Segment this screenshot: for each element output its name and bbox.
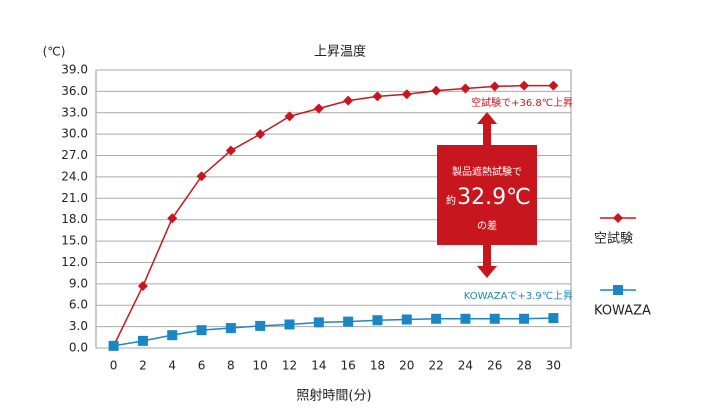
y-tick-label: 24.0 [61, 169, 88, 183]
point [372, 315, 383, 326]
point [431, 313, 442, 324]
x-tick-label: 30 [546, 359, 561, 373]
x-tick-label: 6 [198, 359, 206, 373]
point [167, 330, 178, 341]
y-tick-label: 33.0 [61, 105, 88, 119]
y-tick-label: 39.0 [61, 63, 88, 77]
chart-title: 上昇温度 [314, 44, 366, 60]
series-line [112, 84, 554, 347]
point [196, 171, 207, 182]
point [548, 80, 559, 91]
y-tick-label: 0.0 [69, 341, 88, 355]
x-tick-label: 18 [370, 359, 385, 373]
x-tick-label: 8 [227, 359, 235, 373]
x-tick-label: 26 [487, 359, 502, 373]
x-tick-label: 22 [428, 359, 443, 373]
point [225, 323, 236, 334]
legend-label: KOWAZA [594, 304, 651, 319]
annotation: 製品遮熱試験で 約 32.9℃ の差 空試験で+36.8℃上昇 KOWAZAで+… [437, 96, 573, 302]
x-tick-label: 0 [110, 359, 118, 373]
y-tick-label: 27.0 [61, 148, 88, 162]
annotation-text: KOWAZAで+3.9℃上昇 [464, 290, 573, 302]
box-text: 製品遮熱試験で [452, 165, 522, 178]
point [489, 81, 500, 92]
y-tick-label: 3.0 [69, 319, 88, 333]
point [255, 320, 266, 331]
point [372, 91, 383, 102]
point [343, 316, 354, 327]
point [313, 103, 324, 114]
point [343, 95, 354, 106]
point [460, 83, 471, 94]
point [225, 145, 236, 156]
arrow-up [477, 112, 497, 145]
point [255, 129, 266, 140]
x-tick-label: 10 [253, 359, 268, 373]
x-axis-label: 照射時間(分) [296, 388, 371, 404]
point [519, 313, 530, 324]
x-tick-label: 4 [168, 359, 176, 373]
point [137, 280, 148, 291]
y-tick-label: 9.0 [69, 276, 88, 290]
annotation-text: 空試験で+36.8℃上昇 [471, 96, 573, 109]
x-tick-label: 2 [139, 359, 147, 373]
box-text: 約 [446, 194, 456, 207]
y-tick-label: 15.0 [61, 234, 88, 248]
point [519, 80, 530, 91]
point [196, 325, 207, 336]
point [167, 213, 178, 224]
point [284, 111, 295, 122]
series-line [113, 317, 554, 347]
x-tick-label: 20 [399, 359, 414, 373]
legend-marker [613, 285, 623, 295]
point [489, 313, 500, 324]
y-tick-label: 21.0 [61, 191, 88, 205]
point [284, 319, 295, 330]
box-value: 32.9℃ [457, 185, 531, 210]
legend-label: 空試験 [594, 231, 633, 247]
difference-box [437, 145, 537, 245]
point [431, 85, 442, 96]
x-tick-label: 16 [341, 359, 356, 373]
y-tick-label: 36.0 [61, 84, 88, 98]
y-unit: (℃) [43, 45, 66, 59]
legend-marker [613, 213, 623, 223]
point [137, 335, 148, 346]
point [108, 340, 119, 351]
y-tick-label: 6.0 [69, 298, 88, 312]
point [401, 314, 412, 325]
box-text: の差 [477, 219, 497, 232]
point [401, 89, 412, 100]
point [548, 313, 559, 324]
x-tick-label: 24 [458, 359, 473, 373]
point [460, 313, 471, 324]
y-tick-label: 30.0 [61, 127, 88, 141]
y-tick-label: 18.0 [61, 212, 88, 226]
x-tick-label: 28 [516, 359, 531, 373]
x-tick-label: 12 [282, 359, 297, 373]
arrow-down [477, 245, 497, 278]
x-tick-label: 14 [311, 359, 326, 373]
y-tick-label: 12.0 [61, 255, 88, 269]
point [313, 317, 324, 328]
